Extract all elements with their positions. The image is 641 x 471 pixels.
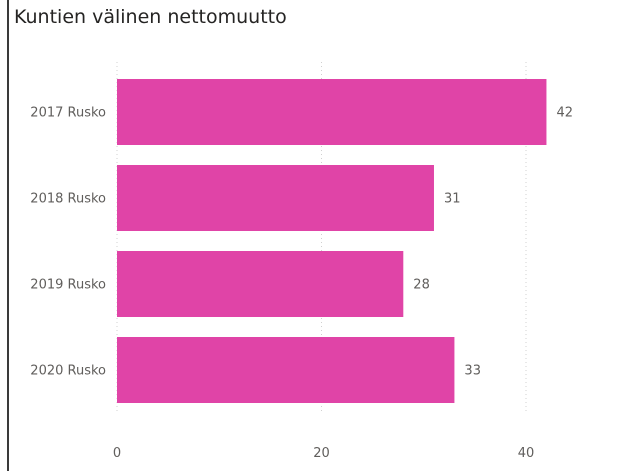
x-tick-label-1: 20 bbox=[313, 446, 330, 461]
chart-title: Kuntien välinen nettomuutto bbox=[14, 6, 287, 28]
category-label-2: 2019 Rusko bbox=[30, 278, 106, 293]
data-label-0: 42 bbox=[556, 106, 573, 121]
data-label-2: 28 bbox=[413, 278, 430, 293]
data-label-3: 33 bbox=[464, 364, 481, 379]
category-label-0: 2017 Rusko bbox=[30, 106, 106, 121]
bars bbox=[117, 79, 547, 403]
category-label-1: 2018 Rusko bbox=[30, 192, 106, 207]
bar-2[interactable] bbox=[117, 251, 404, 317]
data-label-1: 31 bbox=[444, 192, 461, 207]
data-labels: 42 31 28 33 bbox=[413, 106, 573, 379]
bar-1[interactable] bbox=[117, 165, 434, 231]
x-axis-tick-labels: 0 20 40 bbox=[113, 446, 534, 461]
x-tick-label-2: 40 bbox=[518, 446, 535, 461]
panel-left-border bbox=[7, 0, 9, 471]
category-label-3: 2020 Rusko bbox=[30, 364, 106, 379]
category-labels: 2017 Rusko 2018 Rusko 2019 Rusko 2020 Rusko bbox=[30, 106, 106, 379]
bar-3[interactable] bbox=[117, 337, 455, 403]
x-tick-label-0: 0 bbox=[113, 446, 121, 461]
bar-0[interactable] bbox=[117, 79, 547, 145]
